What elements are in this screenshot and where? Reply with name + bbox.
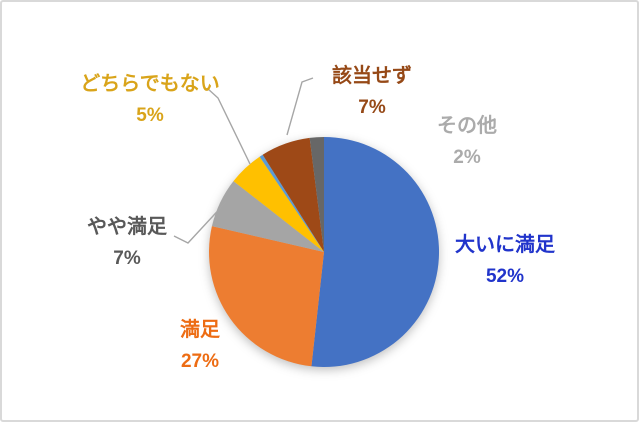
pie-slice-unlabeled-sliver[interactable] [259, 154, 324, 252]
leader-line-somewhat-satisfied [173, 201, 227, 244]
leader-line-not-applicable [286, 77, 314, 136]
pie-slices-group [208, 137, 440, 368]
leader-lines-group [173, 77, 314, 244]
pie-slice-somewhat-satisfied[interactable] [211, 181, 324, 252]
pie-slice-neutral[interactable] [233, 156, 324, 252]
pie-slice-not-applicable[interactable] [262, 137, 324, 252]
pie-slice-very-satisfied[interactable] [311, 137, 440, 368]
leader-line-neutral [206, 87, 251, 165]
pie-slice-satisfied[interactable] [208, 226, 324, 367]
pie-slice-other[interactable] [309, 137, 324, 252]
